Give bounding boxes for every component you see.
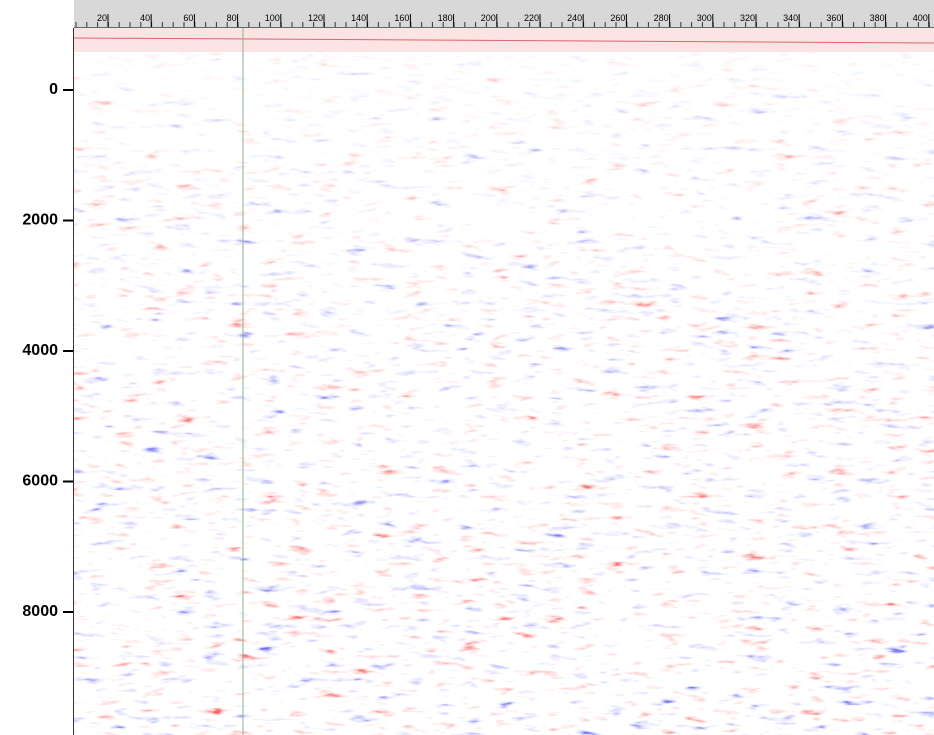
axis-label: 6000 [22, 473, 58, 490]
ruler-label: 140 [351, 13, 366, 23]
ruler-label: 280 [654, 13, 669, 23]
ruler-label: 220 [524, 13, 539, 23]
axis-label: 0 [49, 81, 58, 98]
ruler-label: 100 [265, 13, 280, 23]
ruler-label: 260 [610, 13, 625, 23]
ruler-label: 340 [783, 13, 798, 23]
ruler-label: 160 [394, 13, 409, 23]
ruler-label: 120 [308, 13, 323, 23]
ruler-label: 380 [870, 13, 885, 23]
ruler-label: 300 [697, 13, 712, 23]
ruler-label: 360 [826, 13, 841, 23]
axis-label: 8000 [22, 603, 58, 620]
ruler-label: 60 [183, 13, 193, 23]
seismic-fade [74, 50, 934, 735]
ruler-label: 20 [97, 13, 107, 23]
ruler-label: 400 [913, 13, 928, 23]
left-axis: 0 2000 4000 6000 8000 [22, 81, 73, 620]
axis-label: 4000 [22, 342, 58, 359]
ruler-label: 240 [567, 13, 582, 23]
ruler-label: 80 [227, 13, 237, 23]
ruler-label: 200 [481, 13, 496, 23]
axis-label: 2000 [22, 212, 58, 229]
top-ruler [74, 0, 934, 28]
ruler-label: 180 [438, 13, 453, 23]
seismic-viewer: 20 40 60 80 100 120 140 160 180 200 220 240 260 280 30… [0, 0, 934, 735]
ruler-label: 40 [140, 13, 150, 23]
ruler-label: 320 [740, 13, 755, 23]
